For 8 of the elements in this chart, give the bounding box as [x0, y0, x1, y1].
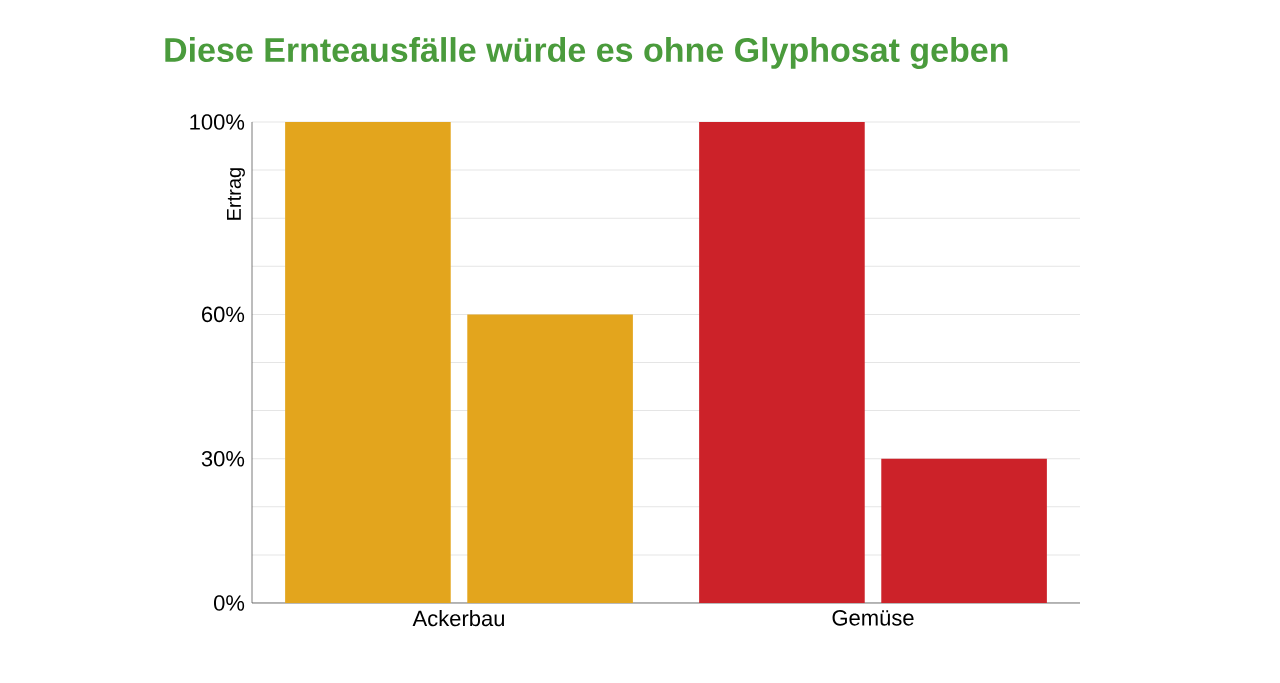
y-axis-title: Ertrag	[227, 168, 245, 220]
x-tick-label: Gemüse	[832, 610, 914, 626]
y-tick-label: 30%	[201, 450, 245, 467]
chart-title: Diese Ernteausfälle würde es ohne Glyphosat geben	[165, 37, 1008, 69]
y-tick-label: 0%	[213, 595, 245, 611]
x-tick-label: Ackerbau	[412, 610, 504, 627]
y-tick-label: 60%	[202, 306, 245, 323]
y-tick-label: 100%	[190, 114, 245, 130]
